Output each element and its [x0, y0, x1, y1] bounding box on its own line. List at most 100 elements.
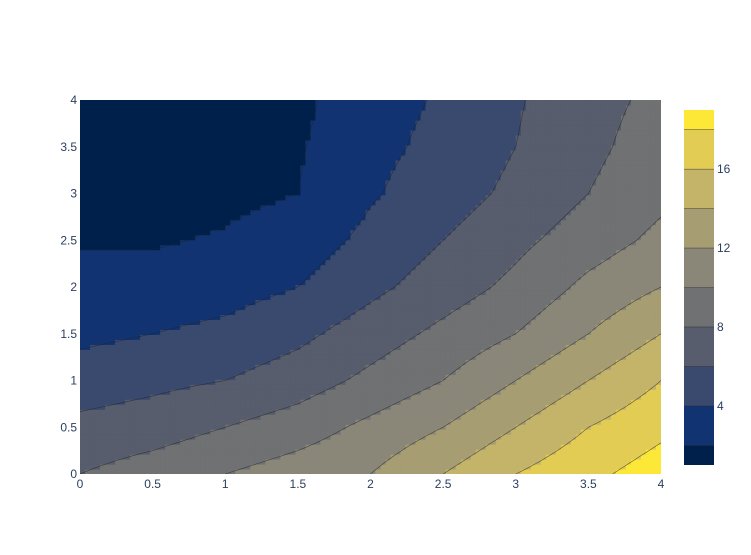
contour-cell [325, 359, 332, 365]
contour-cell [165, 454, 171, 460]
contour-cell [255, 264, 261, 271]
contour-cell [255, 284, 261, 291]
contour-cell [605, 264, 612, 271]
contour-cell [160, 434, 166, 440]
contour-cell [185, 394, 191, 400]
contour-cell [100, 294, 106, 301]
contour-cell [575, 289, 582, 296]
contour-cell [650, 339, 657, 345]
contour-cell [550, 319, 557, 325]
contour-cell [335, 294, 342, 301]
contour-cell [250, 384, 256, 390]
contour-cell [150, 379, 156, 385]
contour-cell [370, 394, 377, 400]
contour-cell [420, 314, 427, 321]
contour-cell [370, 259, 377, 266]
contour-cell [600, 459, 607, 465]
contour-cell [165, 274, 171, 281]
contour-cell [490, 409, 497, 415]
contour-cell [620, 374, 627, 380]
contour-cell [555, 284, 562, 291]
contour-cell [500, 399, 507, 405]
contour-cell [350, 349, 357, 355]
contour-cell [610, 329, 617, 335]
contour-cell [135, 264, 141, 271]
contour-cell [290, 324, 296, 330]
contour-cell [225, 289, 231, 296]
contour-cell [250, 314, 256, 321]
contour-cell [435, 384, 442, 390]
contour-cell [135, 459, 141, 465]
contour-cell [280, 259, 286, 266]
contour-cell [340, 309, 347, 316]
contour-cell [475, 464, 482, 470]
contour-cell [120, 349, 126, 355]
contour-cell [385, 364, 392, 370]
contour-cell [210, 364, 216, 370]
contour-cell [540, 439, 547, 445]
contour-cell [385, 339, 392, 345]
contour-cell [540, 434, 547, 440]
contour-cell [385, 294, 392, 301]
contour-cell [465, 364, 472, 370]
contour-cell [585, 294, 592, 301]
contour-cell [615, 309, 622, 316]
contour-cell [335, 339, 342, 345]
contour-cell [450, 454, 457, 460]
contour-cell [500, 289, 507, 296]
contour-cell [540, 269, 547, 276]
contour-cell [125, 384, 131, 390]
contour-cell [430, 399, 437, 405]
contour-cell [635, 294, 642, 301]
contour-cell [285, 464, 291, 470]
contour-cell [485, 339, 492, 345]
contour-cell [200, 464, 206, 470]
contour-cell [125, 394, 131, 400]
contour-cell [280, 294, 286, 301]
contour-cell [560, 309, 567, 316]
contour-cell [180, 399, 186, 405]
contour-cell [400, 344, 407, 350]
contour-cell [155, 349, 161, 355]
contour-cell [650, 394, 657, 400]
contour-cell [480, 349, 487, 355]
contour-cell [590, 464, 597, 470]
contour-cell [435, 259, 442, 266]
contour-cell [280, 374, 286, 380]
contour-cell [110, 324, 116, 330]
contour-cell [390, 374, 397, 380]
contour-cell [580, 324, 587, 330]
contour-cell [120, 464, 126, 470]
contour-cell [485, 364, 492, 370]
contour-cell [220, 379, 226, 385]
contour-cell [105, 284, 111, 291]
contour-cell [545, 299, 552, 306]
contour-cell [205, 264, 211, 271]
contour-cell [335, 424, 342, 430]
contour-cell [430, 419, 437, 425]
contour-cell [310, 454, 317, 460]
contour-cell [550, 364, 557, 370]
contour-cell [90, 344, 96, 350]
contour-cell [650, 389, 657, 395]
contour-cell [530, 384, 537, 390]
contour-cell [180, 274, 186, 281]
contour-cell [330, 279, 337, 286]
contour-cell [465, 459, 472, 465]
contour-cell [565, 264, 572, 271]
contour-cell [405, 299, 412, 306]
contour-cell [420, 369, 427, 375]
contour-cell [490, 349, 497, 355]
contour-cell [490, 294, 497, 301]
contour-cell [495, 459, 502, 465]
contour-cell [590, 289, 597, 296]
contour-cell [130, 279, 136, 286]
contour-cell [90, 424, 96, 430]
contour-cell [650, 299, 657, 306]
contour-cell [355, 334, 362, 340]
contour-cell [640, 304, 647, 311]
contour-cell [635, 359, 642, 365]
contour-cell [290, 414, 296, 420]
contour-cell [580, 319, 587, 325]
contour-cell [215, 409, 221, 415]
